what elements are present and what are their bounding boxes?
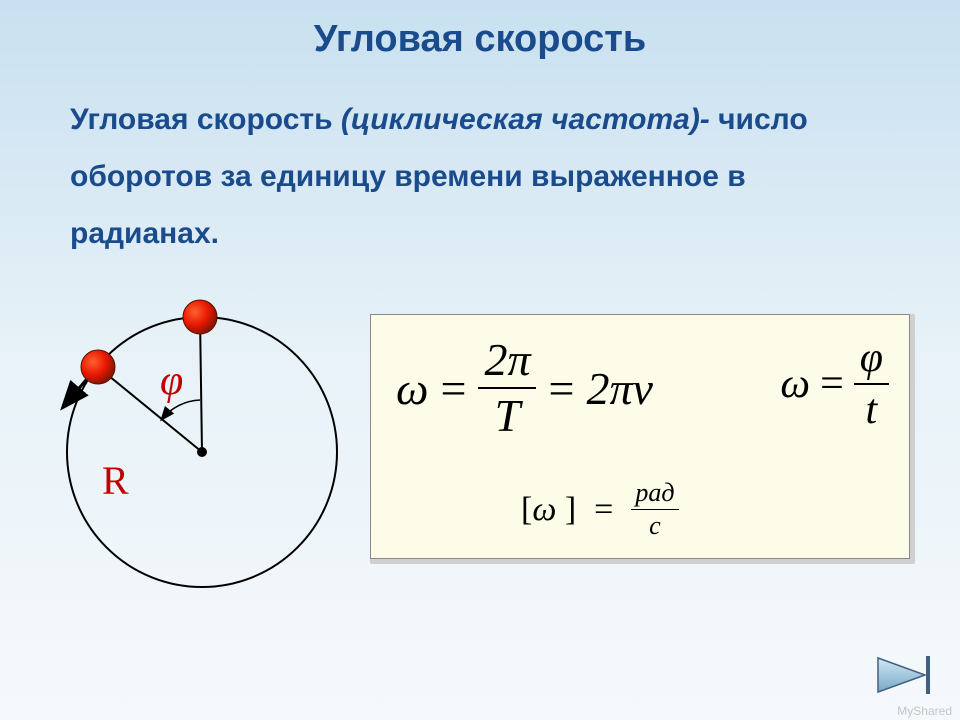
center-dot — [197, 447, 207, 457]
next-button[interactable] — [870, 650, 940, 700]
watermark: MyShared — [897, 704, 952, 718]
eq1: = — [440, 362, 466, 415]
frac-num2: φ — [854, 337, 889, 385]
eq2: = — [548, 362, 574, 415]
frac-den: T — [489, 389, 527, 439]
content-row: φ R ω = 2π T = 2πν ω = φ t — [0, 272, 960, 692]
formula-panel-shadow: ω = 2π T = 2πν ω = φ t [ω ] — [370, 314, 915, 564]
page-title: Угловая скорость — [0, 0, 960, 61]
rbracket: ] — [565, 491, 576, 528]
radius-1 — [200, 317, 202, 452]
omega-sym3: ω — [532, 491, 556, 528]
frac-num3: рад — [631, 480, 678, 510]
diagram-svg — [40, 282, 350, 612]
term-2pinu: 2πν — [586, 362, 652, 415]
frac-num: 2π — [478, 337, 536, 389]
formula-main: ω = 2π T = 2πν — [396, 337, 653, 439]
point-left — [81, 350, 115, 384]
phi-label: φ — [160, 357, 183, 405]
next-icon — [870, 650, 940, 700]
eq4: = — [594, 491, 613, 529]
r-label: R — [102, 457, 129, 504]
eq3: = — [820, 360, 844, 408]
point-top — [183, 300, 217, 334]
frac-phi-t: φ t — [854, 337, 889, 431]
definition-text: Угловая скорость (циклическая частота)- … — [0, 61, 960, 272]
frac-2pi-T: 2π T — [478, 337, 536, 439]
term: Угловая скорость — [70, 103, 341, 136]
formula-panel: ω = 2π T = 2πν ω = φ t [ω ] — [370, 314, 910, 559]
formula-right: ω = φ t — [780, 337, 889, 431]
frac-den2: t — [860, 385, 884, 431]
unit-brackets: [ω ] — [521, 491, 576, 529]
frac-den3: с — [645, 510, 665, 539]
omega-sym: ω — [396, 362, 428, 415]
radius-2 — [98, 367, 202, 452]
lbracket: [ — [521, 491, 532, 528]
circle-diagram: φ R — [40, 282, 350, 612]
term-paren: (циклическая частота)- — [341, 103, 718, 136]
formula-unit: [ω ] = рад с — [521, 480, 679, 539]
frac-rad-s: рад с — [631, 480, 678, 539]
omega-sym2: ω — [780, 360, 810, 408]
